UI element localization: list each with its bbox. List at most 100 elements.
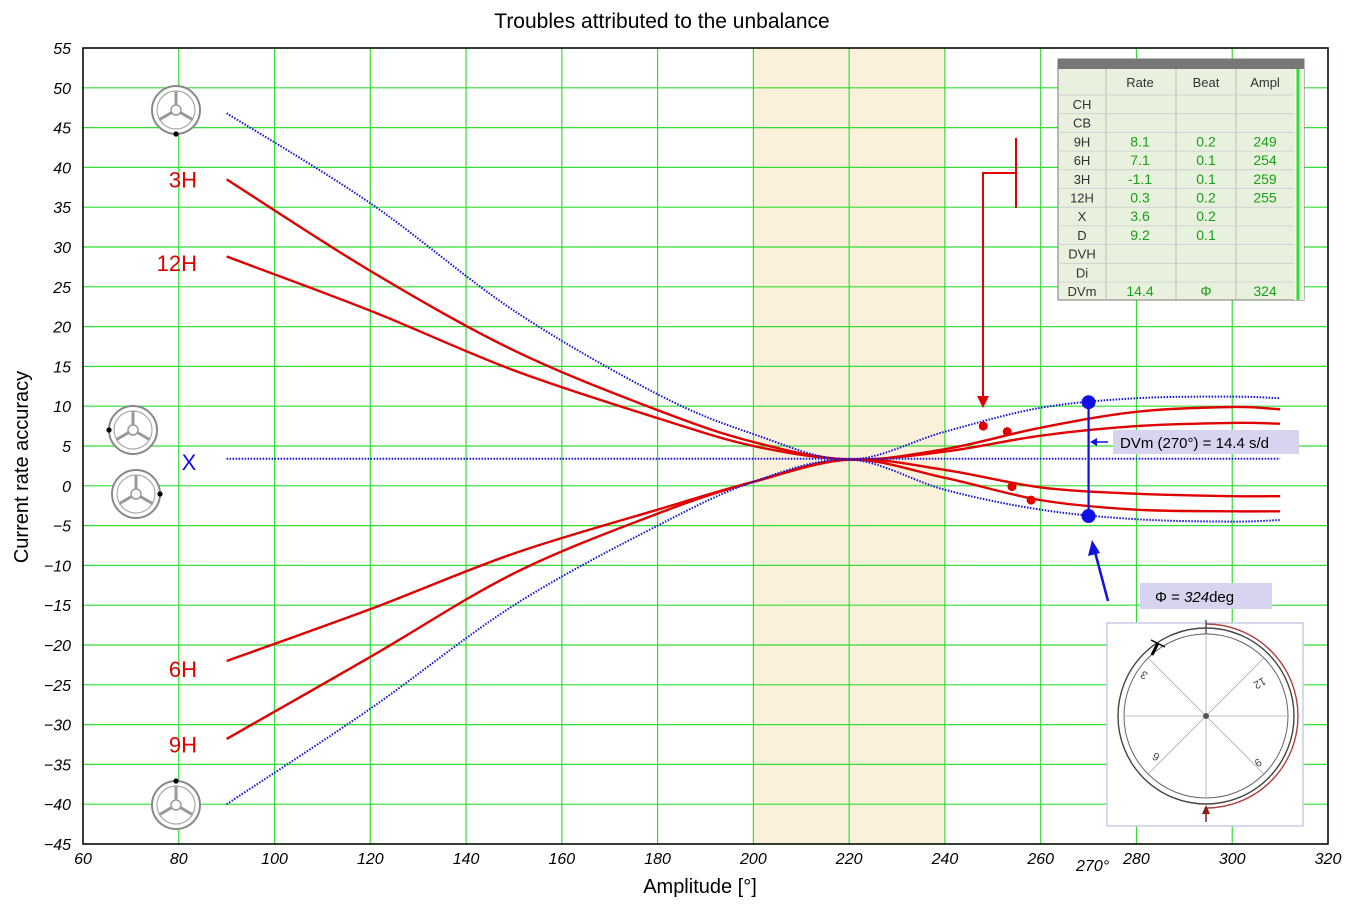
series-label-x: X: [182, 450, 197, 475]
y-tick-label: −20: [44, 638, 71, 655]
x-tick-label: 140: [453, 851, 480, 868]
y-tick-label: 55: [53, 41, 71, 58]
wheel-hub: [170, 799, 182, 811]
wheel-icon-3h: [106, 405, 158, 455]
table-cell: 254: [1253, 152, 1277, 168]
table-cell: 0.1: [1196, 171, 1216, 187]
table-cell: 3.6: [1130, 208, 1150, 224]
series-line-9h: [226, 458, 1281, 740]
table-cell: 259: [1253, 171, 1277, 187]
table-header: Ampl: [1250, 75, 1280, 90]
wheel-hub: [127, 424, 139, 436]
table-row-label: Di: [1076, 265, 1088, 280]
phi-arrowhead: [1088, 540, 1100, 556]
series-line-12h: [226, 255, 1281, 461]
x-tick-label: 80: [170, 851, 188, 868]
dvm-label-bg: [1113, 430, 1299, 454]
table-row-label: CH: [1073, 97, 1092, 112]
dial-phase-marker: [1150, 642, 1160, 656]
y-tick-label: 35: [53, 200, 71, 217]
table-row-label: 3H: [1074, 172, 1091, 187]
y-tick-label: −25: [44, 678, 71, 695]
stats-table: [1057, 58, 1305, 301]
y-tick-label: −15: [44, 598, 71, 615]
x-tick-label-270: 270°: [1075, 858, 1110, 875]
x-tick-label: 180: [644, 851, 671, 868]
y-tick-label: −10: [44, 558, 71, 575]
table-cell: 324: [1253, 283, 1277, 299]
table-cell: 9.2: [1130, 227, 1150, 243]
table-row-label: 12H: [1070, 191, 1094, 206]
table-cell: 0.2: [1196, 208, 1216, 224]
table-row-label: DVm: [1068, 284, 1097, 299]
x-tick-label: 240: [931, 851, 959, 868]
wheel-icon-6h: [151, 778, 201, 830]
dial-label: 12: [1251, 674, 1268, 691]
x-tick-label: 320: [1315, 851, 1342, 868]
table-cell: 14.4: [1126, 283, 1153, 299]
table-cell: 0.2: [1196, 190, 1216, 206]
table-cell: 7.1: [1130, 152, 1150, 168]
x-tick-label: 200: [739, 851, 767, 868]
y-tick-label: −35: [44, 757, 71, 774]
y-tick-label: −30: [44, 718, 71, 735]
table-header: Beat: [1193, 75, 1220, 90]
data-point: [1081, 395, 1096, 410]
x-tick-label: 120: [357, 851, 384, 868]
y-tick-label: −5: [53, 519, 71, 536]
wheel-hub: [170, 104, 182, 116]
dial-diagonal: [1147, 657, 1207, 717]
table-cell: Φ: [1200, 283, 1211, 299]
plot-frame: [82, 47, 1329, 845]
dial-diagonal: [1205, 715, 1265, 775]
y-tick-label: 25: [52, 280, 71, 297]
y-tick-label: −40: [44, 797, 71, 814]
chart-title: Troubles attributed to the unbalance: [494, 10, 829, 33]
phase-dial-arc: [1205, 623, 1299, 809]
x-tick-label: 300: [1219, 851, 1246, 868]
wheel-weight-dot: [157, 491, 163, 497]
phi-label-bg: [1140, 583, 1272, 609]
data-point: [1081, 509, 1096, 524]
table-row-label: D: [1077, 228, 1086, 243]
y-tick-label: 0: [62, 479, 71, 496]
wheel-icon-12h: [151, 85, 201, 137]
dial-diagonal: [1205, 657, 1265, 717]
y-tick-label: 10: [53, 399, 71, 416]
wheel-weight-dot: [173, 131, 179, 137]
wheel-icon-9h: [111, 469, 163, 519]
table-row-label: 9H: [1074, 134, 1091, 149]
dial-label: 9: [1150, 751, 1161, 764]
table-cell: 0.1: [1196, 152, 1216, 168]
series-label-6h: 6H: [169, 657, 197, 682]
dial-label: 6: [1253, 757, 1264, 770]
wheel-weight-dot: [173, 778, 179, 784]
stats-table-titlebar: [1058, 59, 1304, 69]
x-tick-label: 260: [1026, 851, 1054, 868]
y-tick-label: 45: [53, 121, 71, 138]
y-tick-label: 40: [53, 160, 71, 177]
dvm-arrowhead: [1090, 438, 1097, 446]
y-tick-label: 20: [52, 320, 71, 337]
y-tick-label: 50: [53, 81, 71, 98]
y-tick-label: −45: [44, 837, 71, 854]
y-tick-label: 15: [53, 359, 71, 376]
table-row-label: CB: [1073, 116, 1091, 131]
table-row-label: 6H: [1074, 153, 1091, 168]
table-row-label: DVH: [1068, 247, 1095, 262]
wheel-hub: [130, 488, 142, 500]
table-cell: -1.1: [1128, 171, 1152, 187]
x-tick-label: 220: [835, 851, 863, 868]
series-label-3h: 3H: [169, 167, 197, 192]
data-point: [978, 421, 988, 431]
y-tick-label: 5: [62, 439, 71, 456]
table-cell: 0.1: [1196, 227, 1216, 243]
x-axis-label: Amplitude [°]: [643, 876, 757, 898]
red-pointer-arrowhead: [977, 396, 989, 408]
dial-phase-marker-cap: [1150, 639, 1166, 648]
red-pointer-line: [982, 138, 1017, 400]
x-tick-label: 280: [1122, 851, 1150, 868]
table-cell: 249: [1253, 133, 1277, 149]
series-label-9h: 9H: [169, 733, 197, 758]
series-label-12h: 12H: [157, 251, 197, 276]
